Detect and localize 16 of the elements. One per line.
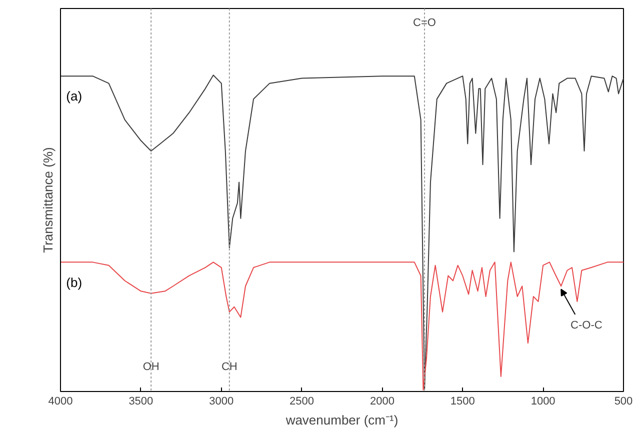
series-label: (b) xyxy=(66,274,82,290)
y-axis-title: Transmittance (%) xyxy=(40,147,56,253)
x-tick-label: 1500 xyxy=(450,396,475,408)
annotation: C-O-C xyxy=(570,319,602,332)
x-tick-label: 4000 xyxy=(48,396,73,408)
x-tick-label: 1000 xyxy=(530,396,556,408)
x-tick-label: 3500 xyxy=(128,396,154,408)
x-tick-label: 2500 xyxy=(290,396,314,408)
x-tick-label: 3000 xyxy=(209,396,234,408)
annotation: C=O xyxy=(413,17,436,30)
x-axis-title: wavenumber (cm⁻¹) xyxy=(284,412,398,428)
x-tick-label: 2000 xyxy=(370,396,394,408)
annotation: CH xyxy=(221,361,238,374)
x-tick-label: 500 xyxy=(614,396,633,408)
series-label: (a) xyxy=(66,88,82,104)
annotation: OH xyxy=(142,361,160,374)
